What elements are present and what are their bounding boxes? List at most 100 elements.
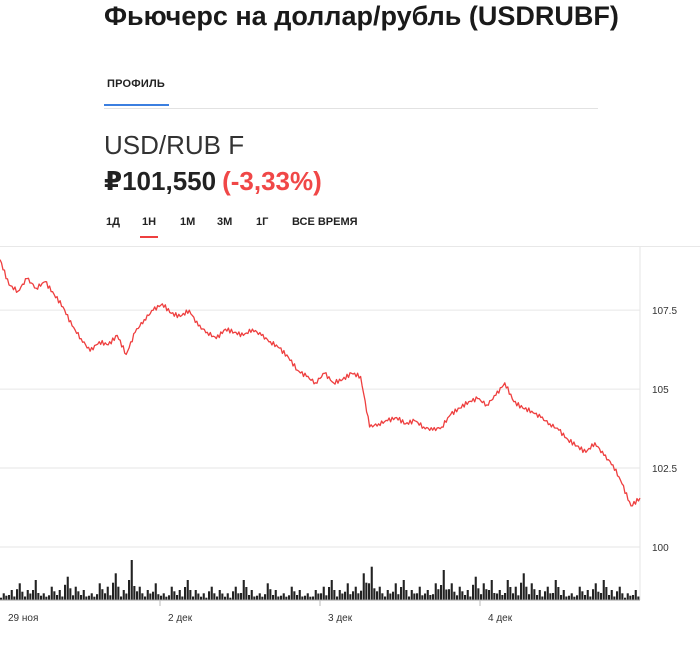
volume-bar: [64, 584, 67, 600]
volume-bar: [605, 587, 608, 600]
volume-bar: [472, 584, 475, 600]
range-all-time[interactable]: ВСЕ ВРЕМЯ: [292, 216, 358, 228]
volume-bar: [618, 586, 621, 600]
volume-bar: [424, 593, 427, 600]
volume-bar: [408, 596, 411, 600]
volume-bar: [277, 596, 280, 600]
volume-bar: [506, 580, 509, 600]
volume-bar: [592, 589, 595, 600]
volume-bar: [317, 593, 320, 600]
volume-bar: [378, 586, 381, 600]
x-tick-label: 2 дек: [168, 613, 193, 624]
volume-bar: [229, 597, 232, 600]
volume-bar: [312, 596, 315, 600]
volume-bar: [610, 590, 613, 600]
volume-bar: [282, 593, 285, 600]
volume-bar: [258, 593, 261, 600]
volume-bar: [509, 587, 512, 600]
volume-bar: [608, 595, 611, 600]
volume-bar: [360, 590, 363, 600]
volume-bar: [48, 595, 51, 600]
volume-bar: [194, 590, 197, 600]
tab-profile[interactable]: ПРОФИЛЬ: [104, 70, 169, 106]
volume-bar: [53, 591, 56, 600]
volume-bar: [554, 580, 557, 600]
volume-bar: [162, 593, 165, 600]
volume-bar: [293, 591, 296, 600]
volume-bar: [325, 595, 328, 600]
volume-bar: [400, 587, 403, 600]
volume-bar: [344, 591, 347, 600]
volume-bar: [186, 580, 189, 600]
current-price: ₽101,550: [104, 166, 217, 196]
volume-bar: [200, 596, 203, 600]
volume-bar: [266, 583, 269, 600]
range-1w[interactable]: 1Н: [140, 212, 159, 238]
volume-bar: [245, 587, 248, 600]
volume-bar: [629, 595, 632, 600]
volume-bar: [346, 583, 349, 600]
price-series-line: [0, 259, 641, 507]
volume-bar: [376, 591, 379, 600]
volume-bar: [168, 595, 171, 600]
volume-bar: [501, 595, 504, 600]
volume-bar: [88, 595, 91, 600]
volume-bar: [133, 586, 136, 600]
y-tick-label: 102.5: [652, 464, 677, 475]
volume-bar: [354, 586, 357, 600]
volume-bar: [573, 596, 576, 600]
volume-bar: [349, 594, 352, 600]
range-3m[interactable]: 3М: [217, 216, 233, 228]
volume-bar: [306, 593, 309, 600]
volume-bar: [328, 587, 331, 600]
volume-bar: [504, 593, 507, 600]
volume-bar: [224, 596, 227, 600]
volume-bar: [72, 595, 75, 600]
volume-bar: [82, 590, 85, 600]
volume-bar: [341, 593, 344, 600]
volume-bar: [120, 596, 123, 600]
volume-bar: [490, 580, 493, 600]
volume-bar: [520, 582, 523, 600]
volume-bar: [368, 583, 371, 600]
volume-bar: [536, 595, 539, 600]
volume-bar: [493, 593, 496, 600]
volume-bar: [496, 593, 499, 600]
volume-bar: [181, 596, 184, 600]
volume-bar: [498, 590, 501, 600]
volume-bar: [336, 596, 339, 600]
volume-bar: [90, 593, 93, 600]
volume-bar: [272, 595, 275, 600]
volume-bar: [56, 595, 59, 600]
volume-bar: [290, 586, 293, 600]
volume-bar: [581, 591, 584, 600]
volume-bar: [37, 593, 40, 600]
price-chart[interactable]: 100 102.5 105 107.5 29 ноя 2 дек 3 дек 4 дек: [0, 247, 700, 637]
volume-bar: [216, 596, 219, 600]
volume-bar: [112, 582, 115, 600]
volume-bar: [333, 590, 336, 600]
volume-bar: [474, 576, 477, 600]
volume-bar: [149, 593, 152, 600]
volume-bar: [138, 586, 141, 600]
volume-bar: [538, 590, 541, 600]
volume-bar: [106, 586, 109, 600]
volume-bar: [232, 591, 235, 600]
volume-bar: [189, 590, 192, 600]
volume-bar: [29, 593, 32, 600]
range-1d[interactable]: 1Д: [106, 216, 120, 228]
range-1m[interactable]: 1М: [180, 216, 196, 228]
volume-bar: [541, 596, 544, 600]
volume-bar: [525, 586, 528, 600]
volume-bar: [624, 597, 627, 600]
volume-bar: [66, 576, 69, 600]
volume-bar: [128, 580, 131, 600]
volume-bar: [330, 580, 333, 600]
volume-bar: [165, 596, 168, 600]
volume-bar: [253, 596, 256, 600]
volume-bar: [320, 593, 323, 600]
volume-bar: [144, 596, 147, 600]
range-1y[interactable]: 1Г: [256, 216, 269, 228]
volume-bar: [434, 583, 437, 600]
volume-bar: [26, 590, 29, 600]
